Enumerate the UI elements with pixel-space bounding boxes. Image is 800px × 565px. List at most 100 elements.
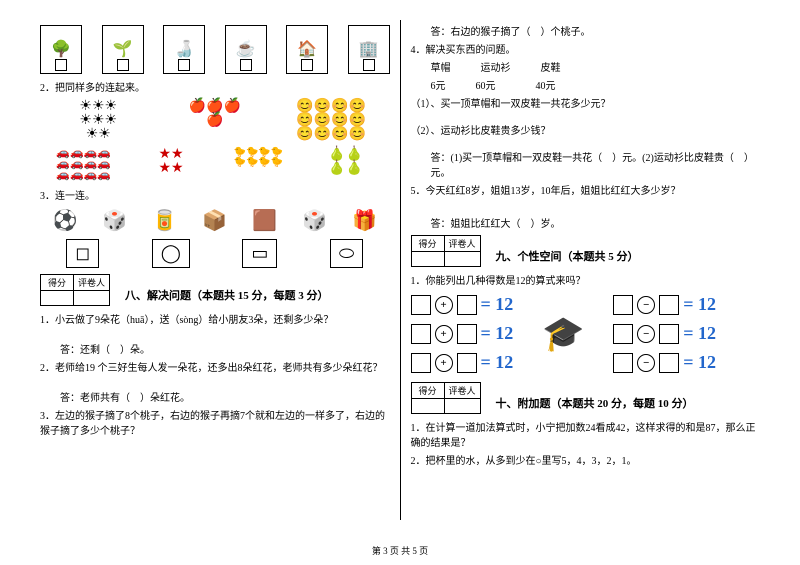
- pic-cup-box: ☕: [225, 25, 267, 74]
- sapling-icon: 🌱: [113, 39, 133, 59]
- pic-sapling-box: 🌱: [102, 25, 144, 74]
- shapes-bottom-row: ◻ ◯ ▭ ⬭: [40, 239, 390, 268]
- eq-row-6: −= 12: [613, 352, 716, 373]
- s8-q3: 3．左边的猴子摘了8个桃子，右边的猴子再摘7个就和左边的一样多了，右边的猴子摘了…: [40, 407, 390, 437]
- can-icon: 🥫: [152, 208, 177, 233]
- s10-q2: 2．把杯里的水，从多到少在○里写5，4，3，2，1。: [411, 452, 761, 467]
- dice-icon: 🎲: [102, 208, 127, 233]
- score-table-9: 得分评卷人: [411, 235, 481, 267]
- eq-blank[interactable]: [411, 353, 431, 373]
- eq-blank[interactable]: [659, 353, 679, 373]
- match-top-row: ☀☀☀☀☀☀☀☀ 🍎🍎🍎🍎 😊😊😊😊😊😊😊😊😊😊😊😊: [40, 100, 390, 142]
- eq-12: = 12: [683, 323, 716, 344]
- character-image: 🎓: [543, 309, 583, 359]
- eq-12: = 12: [481, 352, 514, 373]
- eq-left-col: += 12 += 12 += 12: [411, 290, 514, 377]
- score-table-10: 得分评卷人: [411, 382, 481, 414]
- minus-icon: −: [637, 325, 655, 343]
- r-q4-items: 草帽 运动衫 皮鞋: [411, 59, 761, 74]
- r-q4-prices: 6元 60元 40元: [411, 77, 761, 92]
- checkbox[interactable]: [178, 59, 190, 71]
- cars-cluster: 🚗🚗🚗🚗🚗🚗🚗🚗🚗🚗🚗🚗: [49, 148, 119, 181]
- match-bottom-row: 🚗🚗🚗🚗🚗🚗🚗🚗🚗🚗🚗🚗 ★★★★ 🐤🐤🐤🐤🐤🐤🐤🐤 🍐🍐🍐🍐: [40, 148, 390, 181]
- box-icon: 📦: [202, 208, 227, 233]
- eq-blank[interactable]: [659, 324, 679, 344]
- chicks-cluster: 🐤🐤🐤🐤🐤🐤🐤🐤: [223, 148, 293, 181]
- grader-blank-10[interactable]: [444, 399, 480, 414]
- score-header-score: 得分: [41, 275, 74, 291]
- eq-blank[interactable]: [659, 295, 679, 315]
- eq-row-2: += 12: [411, 323, 514, 344]
- eq-blank[interactable]: [411, 295, 431, 315]
- left-column: 🌳 🌱 🍶 ☕ 🏠 🏢 2．把同样多的连起来。 ☀☀☀☀☀☀☀☀ 🍎🍎🍎🍎 😊😊…: [30, 20, 401, 520]
- minus-icon: −: [637, 354, 655, 372]
- pic-bottle-box: 🍶: [163, 25, 205, 74]
- checkbox[interactable]: [55, 59, 67, 71]
- eq-blank[interactable]: [613, 295, 633, 315]
- checkbox[interactable]: [301, 59, 313, 71]
- score-header-grader: 评卷人: [74, 275, 110, 291]
- checkbox[interactable]: [240, 59, 252, 71]
- eq-right-col: −= 12 −= 12 −= 12: [613, 290, 716, 377]
- building-icon: 🏢: [359, 39, 379, 59]
- r-q5-a: 答：姐姐比红红大（ ）岁。: [411, 215, 761, 230]
- tissue-icon: 🟫: [252, 208, 277, 233]
- score-table-8: 得分评卷人: [40, 274, 110, 306]
- s8-q1: 1．小云做了9朵花（huā），送（sòng）给小朋友3朵，还剩多少朵？: [40, 311, 390, 326]
- minus-icon: −: [637, 296, 655, 314]
- score-box-9: 得分评卷人 九、个性空间（本题共 5 分）: [411, 235, 761, 267]
- score-blank-9[interactable]: [411, 252, 444, 267]
- s8-a2: 答：老师共有（ ）朵红花。: [40, 389, 390, 404]
- cylinder-shape-icon: ⬭: [330, 239, 363, 268]
- r-q4-2: （2）、运动衫比皮鞋贵多少钱？: [411, 122, 761, 137]
- checkbox[interactable]: [363, 59, 375, 71]
- score-header-score-10: 得分: [411, 383, 444, 399]
- q3-text: 3．连一连。: [40, 187, 390, 202]
- s8-q2: 2．老师给19 个三好生每人发一朵花，还多出8朵红花，老师共有多少朵红花？: [40, 359, 390, 374]
- eq-blank[interactable]: [613, 324, 633, 344]
- eq-blank[interactable]: [457, 295, 477, 315]
- eq-row-1: + = 12: [411, 294, 514, 315]
- eq-blank[interactable]: [457, 324, 477, 344]
- pears-cluster: 🍐🍐🍐🍐: [311, 148, 381, 181]
- score-blank-10[interactable]: [411, 399, 444, 414]
- tree-icon: 🌳: [51, 39, 71, 59]
- pic-building-box: 🏢: [348, 25, 390, 74]
- pic-house-box: 🏠: [286, 25, 328, 74]
- eq-blank[interactable]: [613, 353, 633, 373]
- eq-row-5: − = 12: [613, 323, 716, 344]
- suns-cluster: ☀☀☀☀☀☀☀☀: [63, 100, 133, 142]
- plus-icon: +: [435, 296, 453, 314]
- shapes-top-row: ⚽ 🎲 🥫 📦 🟫 🎲 🎁: [40, 208, 390, 233]
- equations-wrapper: += 12 += 12 += 12 🎓 −= 12 −= 12 −= 12: [411, 290, 761, 377]
- r-q4-1: （1）、买一顶草帽和一双皮鞋一共花多少元？: [411, 95, 761, 110]
- grader-blank-9[interactable]: [444, 252, 480, 267]
- faces-cluster: 😊😊😊😊😊😊😊😊😊😊😊😊: [296, 100, 366, 142]
- eq-blank[interactable]: [411, 324, 431, 344]
- section8-title: 八、解决问题（本题共 15 分，每题 3 分）: [125, 287, 329, 303]
- eq-row-3: += 12: [411, 352, 514, 373]
- sphere-shape-icon: ◯: [152, 239, 190, 268]
- score-header-score-9: 得分: [411, 236, 444, 252]
- s8-a1: 答：还剩（ ）朵。: [40, 341, 390, 356]
- r-a3: 答：右边的猴子摘了（ ）个桃子。: [411, 23, 761, 38]
- s10-q1: 1．在计算一道加法算式时，小宁把加数24看成42，这样求得的和是87，那么正确的…: [411, 419, 761, 449]
- eq-row-4: −= 12: [613, 294, 716, 315]
- r-q4-a: 答：(1)买一顶草帽和一双皮鞋一共花（ ）元。(2)运动衫比皮鞋贵（ ）元。: [411, 149, 761, 179]
- grader-blank[interactable]: [74, 291, 110, 306]
- score-box-8: 得分评卷人 八、解决问题（本题共 15 分，每题 3 分）: [40, 274, 390, 306]
- score-box-10: 得分评卷人 十、附加题（本题共 20 分，每题 10 分）: [411, 382, 761, 414]
- page-columns: 🌳 🌱 🍶 ☕ 🏠 🏢 2．把同样多的连起来。 ☀☀☀☀☀☀☀☀ 🍎🍎🍎🍎 😊😊…: [30, 20, 770, 520]
- score-blank[interactable]: [41, 291, 74, 306]
- gift-icon: 🎁: [352, 208, 377, 233]
- cube-shape-icon: ◻: [66, 239, 99, 268]
- plus-icon: +: [435, 325, 453, 343]
- stars-cluster: ★★★★: [136, 148, 206, 181]
- eq-12: = 12: [481, 294, 514, 315]
- section9-title: 九、个性空间（本题共 5 分）: [496, 248, 639, 264]
- cuboid-shape-icon: ▭: [242, 239, 277, 268]
- eq-blank[interactable]: [457, 353, 477, 373]
- cup-icon: ☕: [236, 39, 256, 59]
- house-icon: 🏠: [297, 39, 317, 59]
- checkbox[interactable]: [117, 59, 129, 71]
